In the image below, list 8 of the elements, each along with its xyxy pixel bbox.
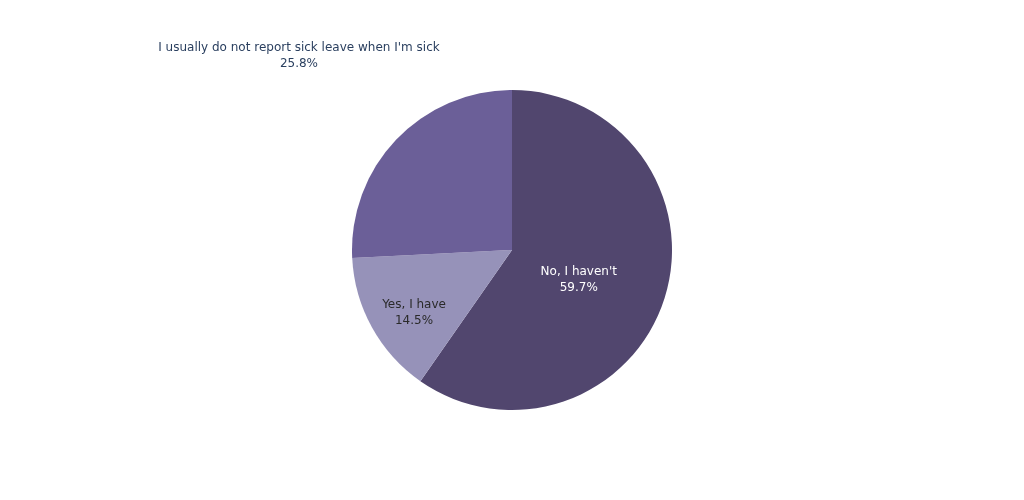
slice-label: No, I haven't bbox=[540, 264, 618, 278]
data-label: 14.5% bbox=[394, 313, 434, 328]
pie-slice bbox=[352, 250, 512, 382]
data-label: 25.8% bbox=[279, 56, 319, 71]
pie-slice bbox=[352, 90, 512, 259]
slice-label: I usually do not report sick leave when I'm sick bbox=[158, 40, 440, 55]
data-label: 59.7% bbox=[559, 280, 598, 294]
slice-label: Yes, I have bbox=[381, 297, 446, 312]
